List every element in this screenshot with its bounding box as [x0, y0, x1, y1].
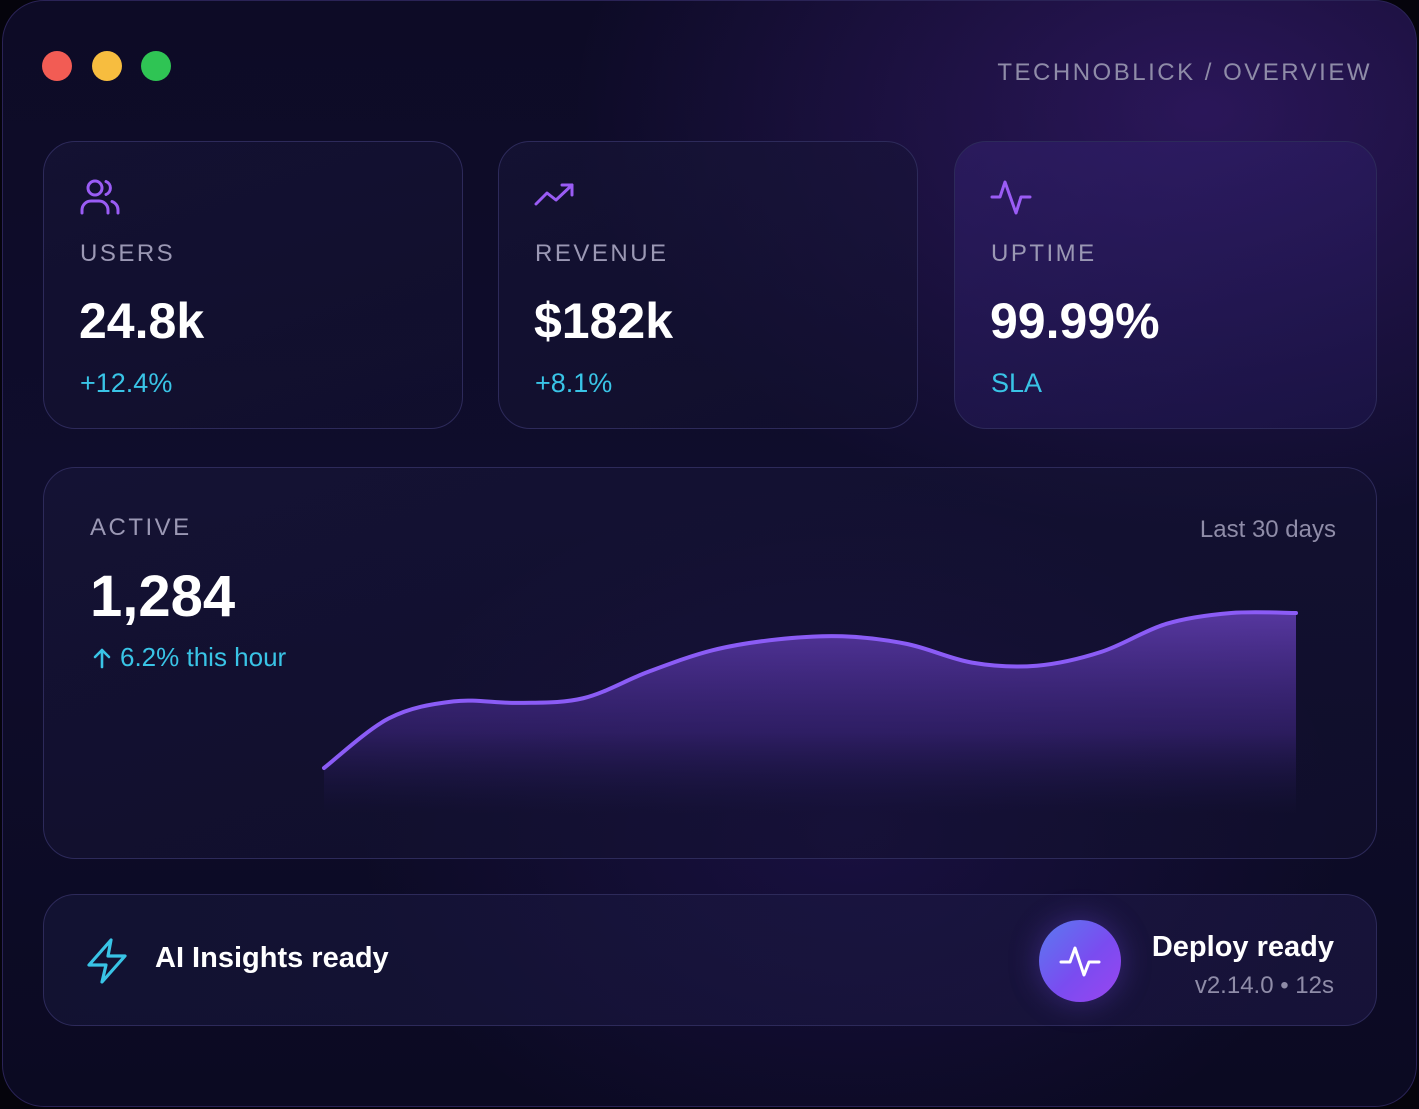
date-range-selector[interactable]: Last 30 days: [1199, 516, 1336, 543]
activity-icon: [990, 180, 1032, 215]
chart-series-line: [322, 610, 1298, 770]
stat-value: 24.8k: [79, 293, 205, 349]
active-delta-text: 6.2% this hour: [120, 642, 287, 672]
chart-area-fill: [324, 612, 1296, 813]
stat-card-uptime[interactable]: UPTIME 99.99% SLA: [954, 141, 1377, 429]
pulse-icon: [1059, 946, 1101, 977]
stat-label: USERS: [80, 240, 176, 267]
close-window-button[interactable]: [42, 51, 72, 81]
stat-value: 99.99%: [990, 293, 1160, 349]
stat-value: $182k: [534, 293, 674, 349]
users-icon: [80, 179, 120, 215]
trending-up-icon: [534, 183, 574, 206]
maximize-window-button[interactable]: [141, 51, 171, 81]
active-label: ACTIVE: [90, 514, 192, 541]
status-bar: AI Insights ready Deploy ready v2.14.0 •…: [43, 894, 1377, 1026]
stat-label: REVENUE: [535, 240, 669, 267]
active-area-chart: [322, 610, 1298, 813]
deploy-badge[interactable]: [1039, 920, 1121, 1002]
deploy-version-meta: v2.14.0 • 12s: [1194, 972, 1334, 999]
arrow-up-icon: [93, 648, 111, 668]
active-users-card: ACTIVE Last 30 days 1,284 6.2% this hour: [43, 467, 1377, 859]
stat-change: +8.1%: [535, 368, 613, 398]
active-value: 1,284: [90, 564, 236, 629]
deploy-status-title: Deploy ready: [1151, 931, 1334, 963]
stat-card-revenue[interactable]: REVENUE $182k +8.1%: [498, 141, 918, 429]
stat-sla: SLA: [991, 368, 1043, 398]
bolt-icon: [87, 938, 127, 984]
stat-card-users[interactable]: USERS 24.8k +12.4%: [43, 141, 463, 429]
active-delta: 6.2% this hour: [92, 642, 286, 673]
ai-insights-status[interactable]: AI Insights ready: [155, 942, 389, 974]
stat-label: UPTIME: [991, 240, 1097, 267]
stat-change: +12.4%: [80, 368, 173, 398]
minimize-window-button[interactable]: [92, 51, 122, 81]
breadcrumb[interactable]: TECHNOBLICK / OVERVIEW: [997, 59, 1372, 86]
